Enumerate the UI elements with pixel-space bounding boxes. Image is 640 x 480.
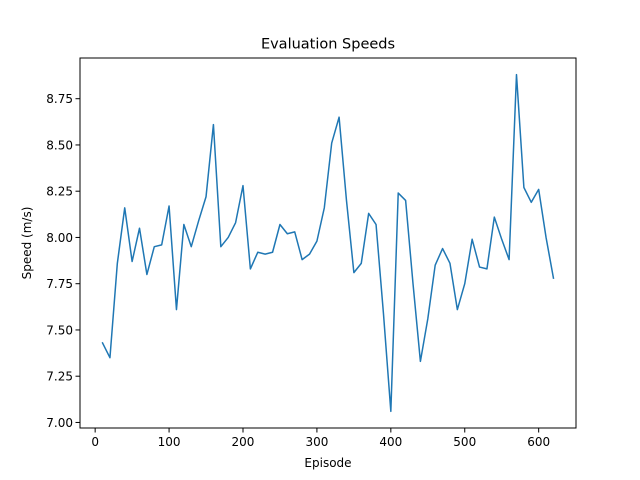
- chart-title: Evaluation Speeds: [261, 37, 395, 53]
- x-tick-label: 400: [379, 435, 402, 449]
- y-tick-label: 8.50: [46, 138, 73, 152]
- x-axis-ticks: 0 100 200 300 400 500 600: [91, 428, 550, 449]
- x-tick-label: 300: [305, 435, 328, 449]
- y-tick-label: 8.25: [46, 185, 73, 199]
- y-tick-label: 7.50: [46, 323, 73, 337]
- y-axis-label: Speed (m/s): [20, 207, 34, 280]
- x-tick-label: 100: [158, 435, 181, 449]
- x-tick-label: 500: [453, 435, 476, 449]
- series-layer: [101, 73, 555, 413]
- y-axis-ticks: 7.00 7.25 7.50 7.75 8.00 8.25 8.50 8.75: [46, 92, 80, 430]
- x-tick-label: 200: [232, 435, 255, 449]
- series-line-0: [101, 73, 555, 413]
- y-tick-label: 8.00: [46, 231, 73, 245]
- y-tick-label: 7.75: [46, 277, 73, 291]
- y-tick-label: 7.25: [46, 370, 73, 384]
- y-tick-label: 8.75: [46, 92, 73, 106]
- x-tick-label: 600: [527, 435, 550, 449]
- x-tick-label: 0: [91, 435, 99, 449]
- y-tick-label: 7.00: [46, 416, 73, 430]
- x-axis-label: Episode: [304, 456, 351, 470]
- plot-area-frame: [79, 57, 577, 429]
